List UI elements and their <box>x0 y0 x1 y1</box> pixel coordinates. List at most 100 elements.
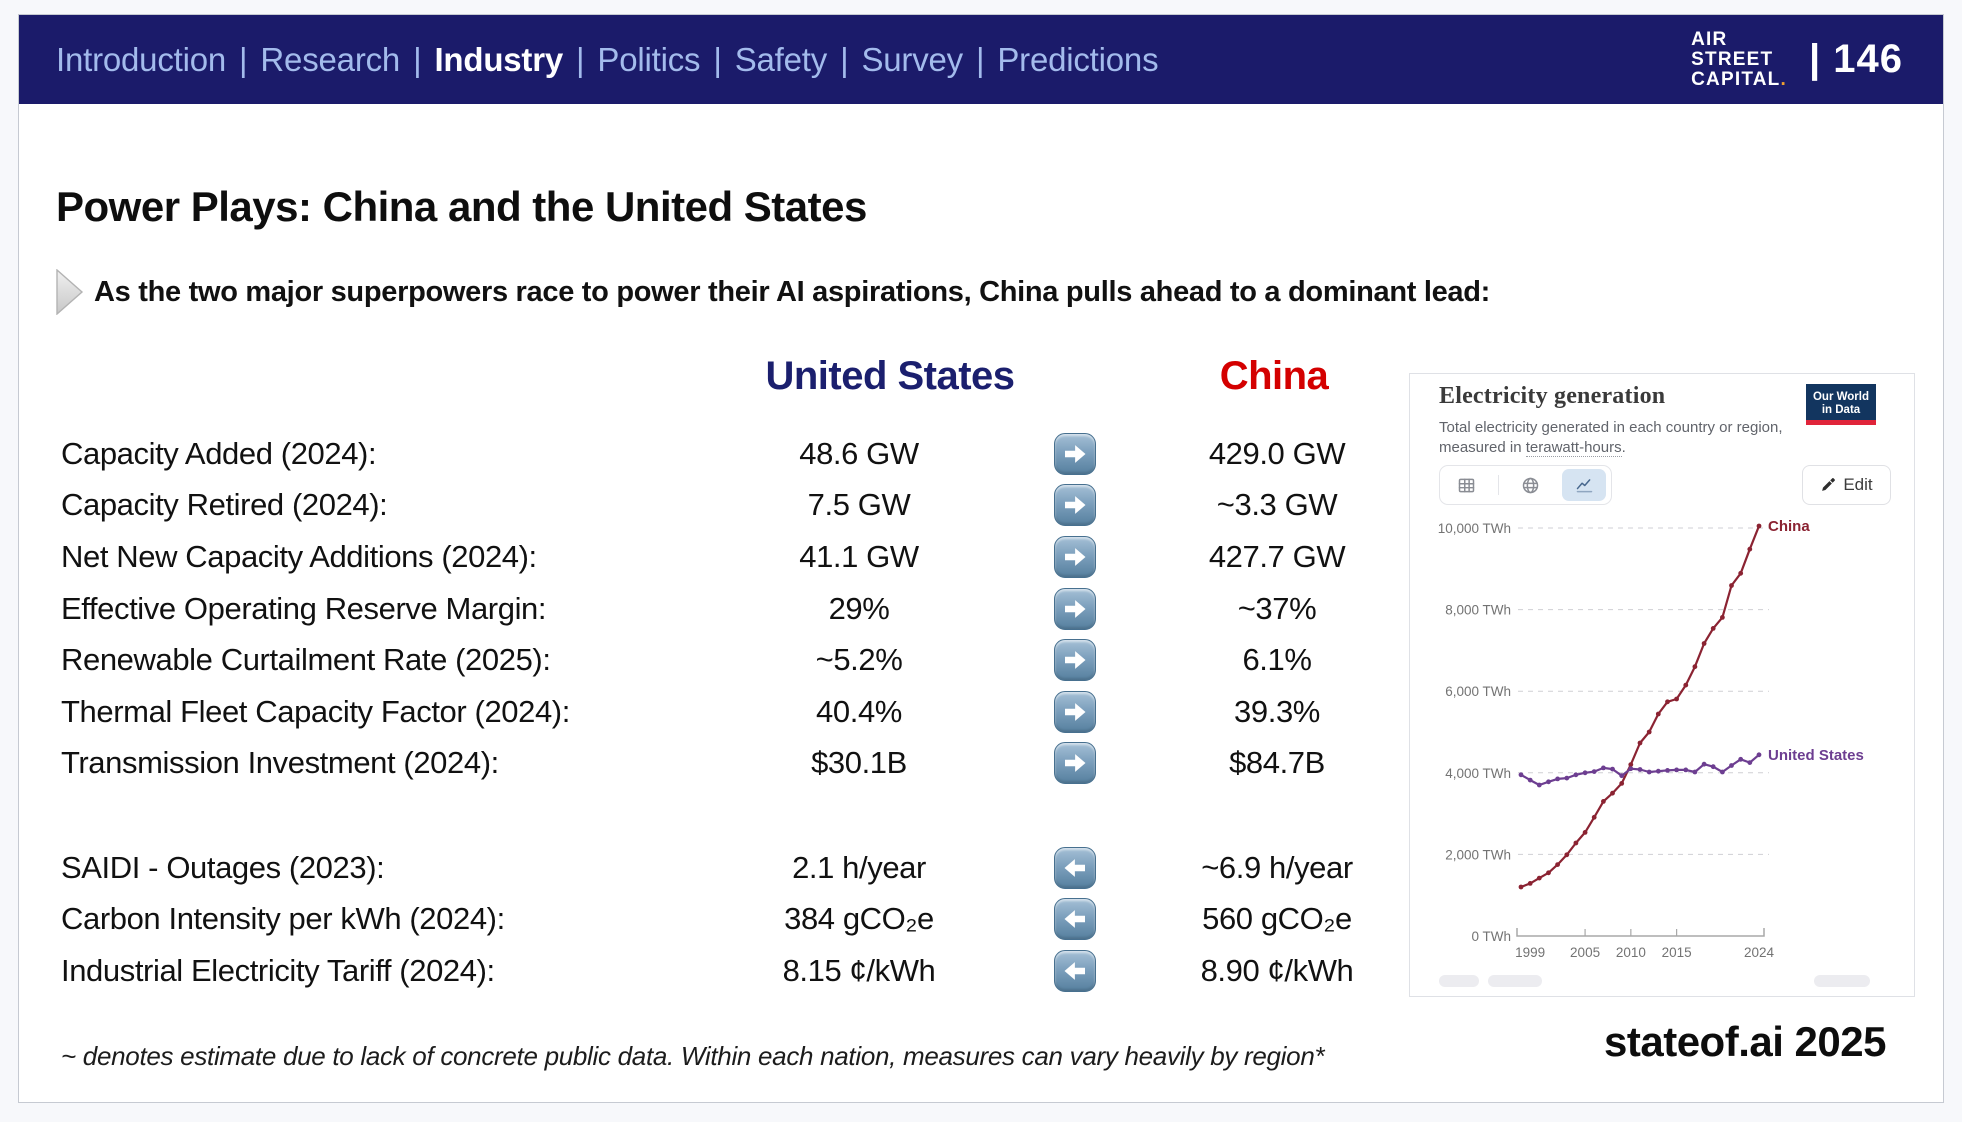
comparison-rows-secondary: SAIDI - Outages (2023): 2.1 h/year ~6.9 h/… <box>19 842 1943 997</box>
china-series: China <box>1518 518 1810 890</box>
x-axis <box>1516 928 1765 937</box>
owid-logo-line: in Data <box>1821 404 1861 416</box>
right-arrow-icon <box>1054 587 1096 630</box>
us-value: 384 gCO₂e <box>784 901 934 937</box>
nav-separator: | <box>576 40 585 78</box>
terawatt-hours-link[interactable]: terawatt-hours <box>1525 439 1622 457</box>
us-value: 7.5 GW <box>807 487 911 523</box>
row-label: Industrial Electricity Tariff (2024): <box>61 952 495 988</box>
right-arrow-icon <box>1054 690 1096 733</box>
us-value: $30.1B <box>811 745 907 781</box>
china-series-label: China <box>1768 518 1810 535</box>
column-header-us: United States <box>765 354 1015 398</box>
china-value: ~37% <box>1237 590 1317 626</box>
china-value: 429.0 GW <box>1208 435 1346 471</box>
comparison-row: Renewable Curtailment Rate (2025): ~5.2% 6… <box>19 634 1943 686</box>
subtitle: As the two major superpowers race to pow… <box>94 275 1491 308</box>
x-tick-label: 2010 <box>1616 945 1646 960</box>
us-value: ~5.2% <box>815 642 903 678</box>
comparison-row: Transmission Investment (2024): $30.1B $84… <box>19 738 1943 790</box>
right-arrow-icon <box>1054 484 1096 527</box>
nav-item-safety[interactable]: Safety <box>734 40 828 78</box>
logo-line: CAPITAL. <box>1691 68 1787 90</box>
united-states-series: United States <box>1518 747 1864 788</box>
x-tick-label: 2015 <box>1662 945 1692 960</box>
comparison-row: Industrial Electricity Tariff (2024): 8.1… <box>19 945 1943 997</box>
y-tick-label: 8,000 TWh <box>1445 603 1511 618</box>
china-value: 6.1% <box>1242 642 1312 678</box>
x-tick-label: 2024 <box>1744 945 1775 960</box>
nav-item-industry[interactable]: Industry <box>434 40 564 78</box>
china-value: ~3.3 GW <box>1216 487 1338 523</box>
y-tick-label: 6,000 TWh <box>1445 684 1511 699</box>
chart-title: Electricity generation <box>1439 383 1666 409</box>
us-value: 8.15 ¢/kWh <box>782 952 936 988</box>
comparison-row: SAIDI - Outages (2023): 2.1 h/year ~6.9 h/… <box>19 842 1943 894</box>
comparison-row: Carbon Intensity per kWh (2024): 384 gCO₂… <box>19 894 1943 946</box>
electricity-generation-chart: 0 TWh 2,000 TWh 4,000 TWh 6,000 TWh 8,000 TW… <box>1438 518 1864 960</box>
owid-logo[interactable]: Our World in Data <box>1806 384 1876 425</box>
row-label: Effective Operating Reserve Margin: <box>61 590 547 626</box>
chart-view-switcher <box>1439 465 1612 505</box>
china-line <box>1520 525 1761 889</box>
left-arrow-icon <box>1054 846 1096 889</box>
us-value: 41.1 GW <box>799 538 919 574</box>
chart-subtitle: Total electricity generated in each coun… <box>1439 418 1799 458</box>
stateofai-brand: stateof.ai 2025 <box>1604 1018 1887 1065</box>
line-chart-icon[interactable] <box>1562 469 1607 501</box>
nav-separator: | <box>840 40 849 78</box>
row-label: Carbon Intensity per kWh (2024): <box>61 901 505 937</box>
comparison-row: Capacity Added (2024): 48.6 GW 429.0 GW <box>19 428 1943 480</box>
right-arrow-icon <box>1054 742 1096 785</box>
comparison-row: Net New Capacity Additions (2024): 41.1 G… <box>19 531 1943 583</box>
china-value: ~6.9 h/year <box>1201 849 1353 885</box>
left-arrow-icon <box>1054 898 1096 941</box>
nav-item-predictions[interactable]: Predictions <box>997 40 1159 78</box>
china-value: 560 gCO₂e <box>1202 901 1352 937</box>
footnote: ~ denotes estimate due to lack of concre… <box>61 1041 1325 1071</box>
timeline-control-stub <box>1439 975 1479 987</box>
comparison-row: Effective Operating Reserve Margin: 29% ~3… <box>19 583 1943 635</box>
us-value: 40.4% <box>816 693 902 729</box>
nav-item-survey[interactable]: Survey <box>861 40 963 78</box>
china-value: 427.7 GW <box>1208 538 1346 574</box>
y-tick-label: 2,000 TWh <box>1445 847 1511 862</box>
owid-chart-panel: Electricity generation Total electricity… <box>1409 373 1915 997</box>
left-arrow-icon <box>1054 949 1096 992</box>
row-label: Capacity Retired (2024): <box>61 487 388 523</box>
edit-button[interactable]: Edit <box>1802 465 1891 505</box>
us-value: 2.1 h/year <box>792 849 926 885</box>
bullet-chevron-icon <box>56 269 84 315</box>
nav-item-politics[interactable]: Politics <box>597 40 701 78</box>
row-label: Capacity Added (2024): <box>61 435 377 471</box>
y-tick-label: 0 TWh <box>1471 929 1511 944</box>
logo-dot: . <box>1780 68 1787 90</box>
us-value: 48.6 GW <box>799 435 919 471</box>
right-arrow-icon <box>1054 432 1096 475</box>
subtitle-row: As the two major superpowers race to pow… <box>56 269 1490 315</box>
china-value: 8.90 ¢/kWh <box>1200 952 1354 988</box>
page-number: | 146 <box>1808 37 1903 81</box>
section-nav: Introduction | Research | Industry | Politics |… <box>56 40 1159 79</box>
row-label: SAIDI - Outages (2023): <box>61 849 385 885</box>
column-header-china: China <box>1219 354 1329 398</box>
edit-button-label: Edit <box>1843 475 1873 494</box>
globe-icon[interactable] <box>1509 469 1553 501</box>
china-value: 39.3% <box>1234 693 1320 729</box>
nav-separator: | <box>975 40 985 78</box>
owid-logo-line: Our World <box>1812 391 1869 403</box>
nav-item-introduction[interactable]: Introduction <box>56 40 227 78</box>
united-states-series-label: United States <box>1768 747 1864 764</box>
nav-item-research[interactable]: Research <box>260 40 401 78</box>
timeline-control-stub <box>1488 975 1542 987</box>
row-label: Net New Capacity Additions (2024): <box>61 538 537 574</box>
slide: Introduction | Research | Industry | Politics |… <box>18 14 1944 1103</box>
toolbar-divider <box>1498 475 1500 495</box>
page-title: Power Plays: China and the United States <box>56 183 867 230</box>
comparison-rows-main: Capacity Added (2024): 48.6 GW 429.0 GW Cap… <box>19 428 1943 789</box>
logo-line: STREET <box>1691 48 1774 70</box>
table-icon[interactable] <box>1445 469 1489 501</box>
row-label: Renewable Curtailment Rate (2025): <box>61 642 551 678</box>
row-label: Thermal Fleet Capacity Factor (2024): <box>61 693 570 729</box>
